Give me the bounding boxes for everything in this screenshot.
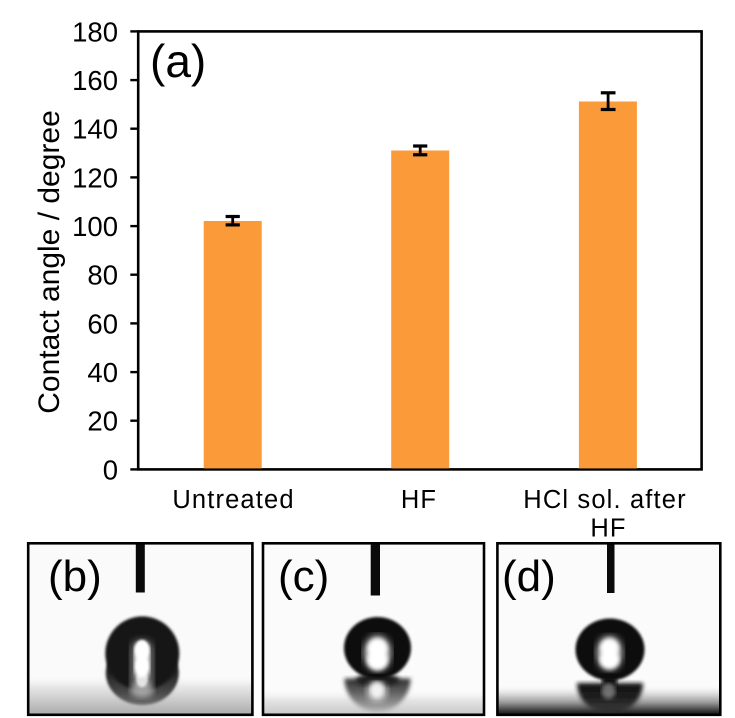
svg-text:60: 60 <box>87 308 118 339</box>
svg-text:140: 140 <box>72 114 118 145</box>
svg-text:HF: HF <box>401 486 437 514</box>
svg-text:(d): (d) <box>502 552 556 601</box>
svg-text:180: 180 <box>72 16 118 47</box>
svg-text:(c): (c) <box>278 552 329 601</box>
svg-text:100: 100 <box>72 211 118 242</box>
svg-text:(a): (a) <box>150 35 206 87</box>
svg-text:20: 20 <box>87 406 118 437</box>
svg-text:(b): (b) <box>48 552 102 601</box>
svg-text:Contact angle / degree: Contact angle / degree <box>33 110 66 414</box>
svg-text:160: 160 <box>72 65 118 96</box>
svg-text:0: 0 <box>103 454 118 485</box>
svg-text:120: 120 <box>72 162 118 193</box>
svg-text:40: 40 <box>87 357 118 388</box>
svg-text:HF: HF <box>590 515 626 543</box>
svg-text:HCl sol. after: HCl sol. after <box>523 486 686 514</box>
svg-text:Untreated: Untreated <box>172 486 294 514</box>
svg-text:80: 80 <box>87 260 118 291</box>
